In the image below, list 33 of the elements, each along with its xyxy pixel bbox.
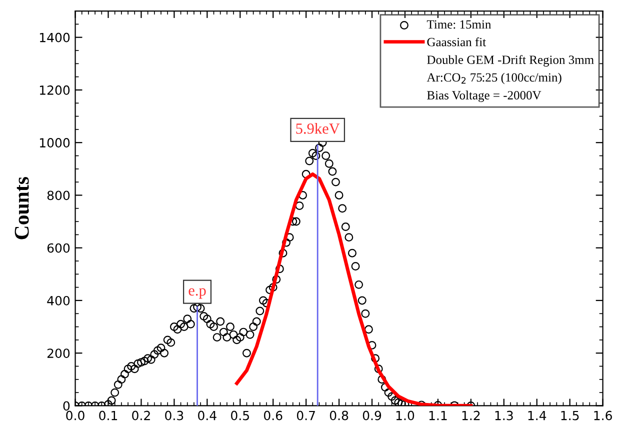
annotation: Bias Voltage = -2000V — [427, 90, 542, 102]
legend-label: Gaassian fit — [427, 37, 486, 46]
x-tick-label: 0.1 — [99, 410, 118, 420]
annotation: Ar:CO$_{2}$ 75:25 (100cc/min) — [426, 72, 562, 84]
y-axis-title: Counts — [14, 177, 29, 240]
x-tick-label: 0.0 — [66, 410, 84, 420]
x-tick-label: 0.9 — [362, 410, 382, 420]
annotation: e.p — [188, 288, 206, 299]
x-tick-label: 0.2 — [132, 410, 150, 420]
x-tick-label: 1.0 — [396, 410, 414, 420]
x-tick-label: 1.6 — [594, 410, 612, 420]
x-tick-label: 0.3 — [165, 410, 184, 420]
x-tick-label: 0.7 — [296, 410, 315, 420]
x-tick-label: 1.4 — [528, 410, 546, 420]
y-tick-label: 400 — [47, 296, 70, 306]
legend-label: Time: 15min — [426, 20, 492, 29]
y-tick-label: 1400 — [40, 32, 70, 42]
x-tick-label: 0.4 — [198, 410, 216, 420]
y-tick-label: 1200 — [40, 85, 70, 95]
y-tick-label: 800 — [47, 190, 70, 200]
annotation: Double GEM -Drift Region 3mm — [427, 55, 594, 67]
x-tick-label: 1.1 — [429, 410, 447, 420]
y-tick-label: 200 — [47, 348, 70, 358]
x-tick-label: 1.3 — [495, 410, 513, 420]
x-tick-label: 0.6 — [264, 410, 282, 420]
y-tick-label: 600 — [47, 243, 70, 253]
annotation: 5.9keV — [296, 123, 340, 134]
x-tick-label: 1.2 — [462, 410, 480, 420]
x-tick-label: 0.5 — [231, 410, 249, 420]
y-tick-label: 0 — [63, 401, 70, 411]
x-tick-label: 1.5 — [561, 410, 579, 420]
y-tick-label: 1000 — [40, 138, 70, 148]
x-tick-label: 0.8 — [330, 410, 348, 420]
